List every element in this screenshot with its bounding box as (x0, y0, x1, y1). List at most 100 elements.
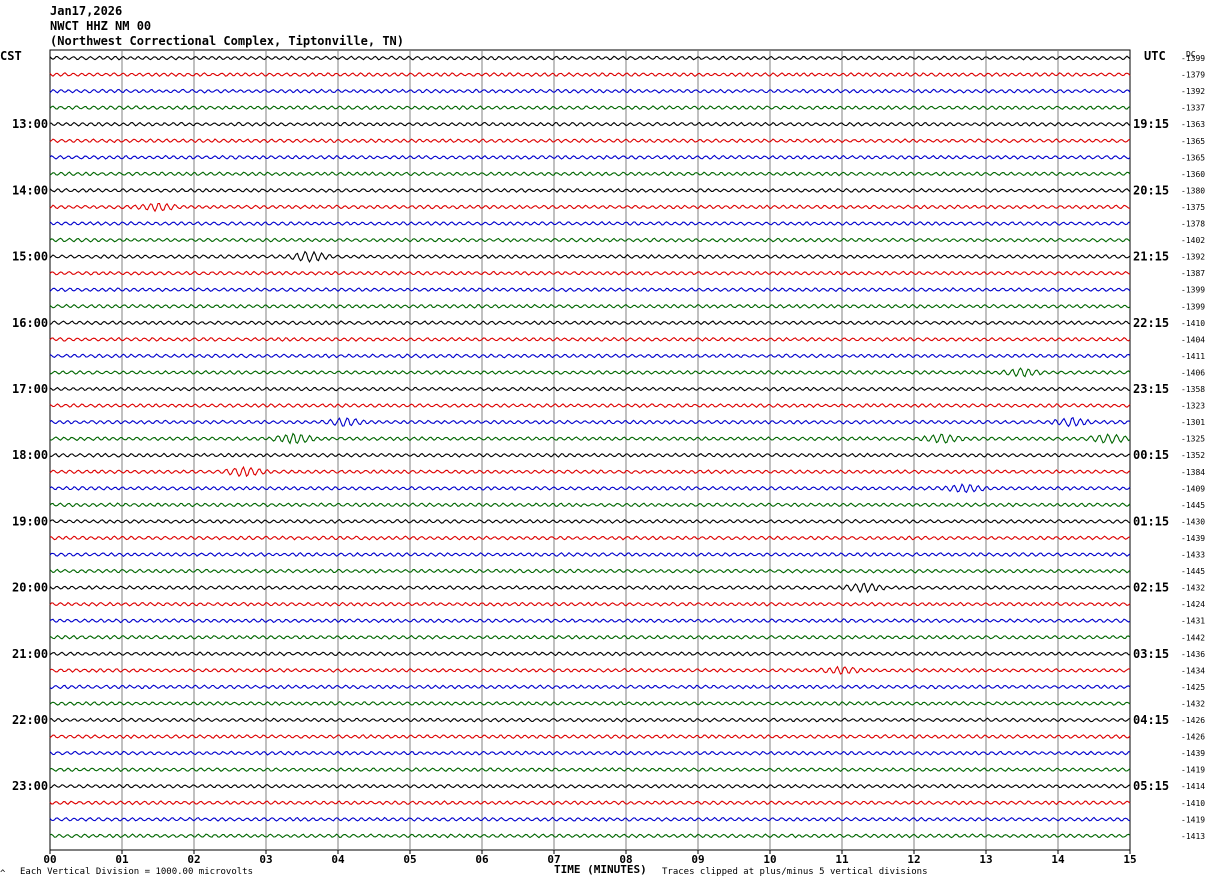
trace-line (49, 403, 1131, 409)
dc-offset-label: -1439 (1181, 534, 1205, 543)
trace-line (49, 72, 1131, 78)
trace-line (49, 287, 1131, 293)
trace-line (49, 270, 1131, 276)
x-tick-label: 13 (979, 853, 992, 866)
trace-line (49, 750, 1131, 756)
cst-hour-label: 22:00 (12, 713, 48, 727)
dc-offset-label: -1399 (1181, 286, 1205, 295)
dc-offset-label: -1445 (1181, 567, 1205, 576)
utc-hour-label: 02:15 (1133, 581, 1169, 595)
dc-offset-label: -1399 (1181, 54, 1205, 63)
utc-hour-label: 01:15 (1133, 514, 1169, 528)
dc-offset-label: -1424 (1181, 600, 1205, 609)
trace-line (49, 237, 1131, 243)
dc-offset-label: -1384 (1181, 468, 1205, 477)
trace-line (49, 465, 1131, 478)
dc-offset-label: -1426 (1181, 716, 1205, 725)
station-label: NWCT HHZ NM 00 (50, 19, 152, 33)
trace-line (49, 105, 1131, 111)
date-label: Jan17,2026 (50, 4, 123, 18)
dc-offset-label: -1414 (1181, 782, 1205, 791)
trace-line (49, 767, 1131, 773)
trace-line (49, 367, 1131, 378)
x-tick-label: 10 (763, 853, 776, 866)
utc-hour-label: 21:15 (1133, 250, 1169, 264)
dc-offset-label: -1430 (1181, 517, 1205, 526)
clip-note: Traces clipped at plus/minus 5 vertical … (662, 867, 928, 877)
trace-line (49, 55, 1131, 61)
cst-hour-label: 15:00 (12, 250, 48, 264)
utc-axis-label: UTC (1144, 49, 1166, 63)
dc-offset-label: -1379 (1181, 71, 1205, 80)
dc-offset-label: -1404 (1181, 335, 1205, 344)
trace-line (49, 651, 1131, 657)
cst-hour-label: 13:00 (12, 117, 48, 131)
trace-line (49, 717, 1131, 723)
cst-hour-label: 14:00 (12, 183, 48, 197)
plot-frame (49, 49, 1131, 851)
dc-offset-label: -1352 (1181, 451, 1205, 460)
dc-offset-label: -1301 (1181, 418, 1205, 427)
trace-line (49, 833, 1131, 839)
utc-hour-label: 22:15 (1133, 316, 1169, 330)
location-label: (Northwest Correctional Complex, Tiptonv… (50, 34, 405, 48)
cst-hour-label: 18:00 (12, 448, 48, 462)
dc-offset-label: -1411 (1181, 352, 1205, 361)
x-tick-label: 12 (907, 853, 920, 866)
trace-line (49, 634, 1131, 640)
trace-line (49, 121, 1131, 127)
trace-line (49, 303, 1131, 309)
dc-offset-label: -1419 (1181, 815, 1205, 824)
trace-line (49, 783, 1131, 789)
dc-offset-label: -1432 (1181, 699, 1205, 708)
cst-hour-label: 21:00 (12, 647, 48, 661)
dc-offset-label: -1410 (1181, 319, 1205, 328)
x-tick-label: 07 (547, 853, 560, 866)
dc-offset-label: -1358 (1181, 385, 1205, 394)
trace-line (49, 700, 1131, 706)
trace-line (49, 416, 1131, 428)
trace-line (49, 502, 1131, 508)
utc-hour-label: 00:15 (1133, 448, 1169, 462)
dc-offset-label: -1375 (1181, 203, 1205, 212)
dc-offset-label: -1413 (1181, 832, 1205, 841)
dc-header-label: DC (1186, 50, 1196, 59)
x-tick-label: 03 (259, 853, 272, 866)
x-tick-label: 11 (835, 853, 849, 866)
dc-offset-label: -1439 (1181, 749, 1205, 758)
trace-line (49, 320, 1131, 326)
dc-offset-label: -1442 (1181, 633, 1205, 642)
x-tick-label: 00 (43, 853, 56, 866)
trace-line (49, 452, 1131, 458)
dc-offset-label: -1410 (1181, 799, 1205, 808)
x-axis-title: TIME (MINUTES) (554, 863, 647, 876)
dc-offset-label: -1363 (1181, 120, 1205, 129)
trace-line (49, 618, 1131, 624)
trace-line (49, 684, 1131, 690)
trace-line (49, 483, 1131, 494)
x-tick-label: 02 (187, 853, 200, 866)
cst-hour-label: 20:00 (12, 581, 48, 595)
trace-line (49, 171, 1131, 177)
trace-line (49, 88, 1131, 94)
trace-line (49, 518, 1131, 524)
trace-line (49, 551, 1131, 557)
x-tick-label: 09 (691, 853, 704, 866)
utc-hour-label: 20:15 (1133, 183, 1169, 197)
utc-hour-label: 05:15 (1133, 779, 1169, 793)
trace-line (49, 386, 1131, 392)
cst-hour-label: 19:00 (12, 514, 48, 528)
trace-line (49, 336, 1131, 342)
trace-line (49, 535, 1131, 541)
x-tick-label: 15 (1123, 853, 1136, 866)
dc-offset-label: -1434 (1181, 666, 1205, 675)
x-tick-label: 01 (115, 853, 129, 866)
dc-offset-label: -1360 (1181, 170, 1205, 179)
dc-offset-label: -1323 (1181, 402, 1205, 411)
x-tick-label: 05 (403, 853, 416, 866)
dc-offset-label: -1378 (1181, 220, 1205, 229)
x-tick-label: 14 (1051, 853, 1065, 866)
x-tick-label: 06 (475, 853, 489, 866)
trace-line (49, 138, 1131, 144)
cst-hour-label: 17:00 (12, 382, 48, 396)
